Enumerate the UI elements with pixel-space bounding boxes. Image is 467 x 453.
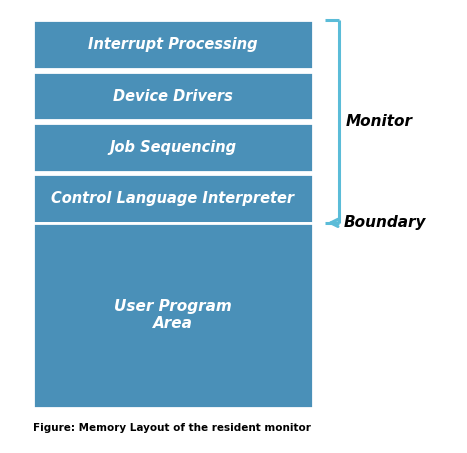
- Bar: [33, 20, 313, 69]
- Text: Interrupt Processing: Interrupt Processing: [88, 37, 258, 53]
- Text: Control Language Interpreter: Control Language Interpreter: [51, 191, 294, 206]
- Bar: [33, 123, 313, 172]
- Text: User Program
Area: User Program Area: [114, 299, 232, 332]
- Bar: [33, 72, 313, 120]
- Bar: [33, 174, 313, 223]
- Text: Boundary: Boundary: [343, 215, 426, 231]
- Text: Monitor: Monitor: [346, 114, 412, 129]
- Text: Job Sequencing: Job Sequencing: [109, 140, 236, 155]
- Bar: [33, 223, 313, 408]
- Text: Device Drivers: Device Drivers: [113, 88, 233, 104]
- Text: Figure: Memory Layout of the resident monitor: Figure: Memory Layout of the resident mo…: [33, 423, 311, 433]
